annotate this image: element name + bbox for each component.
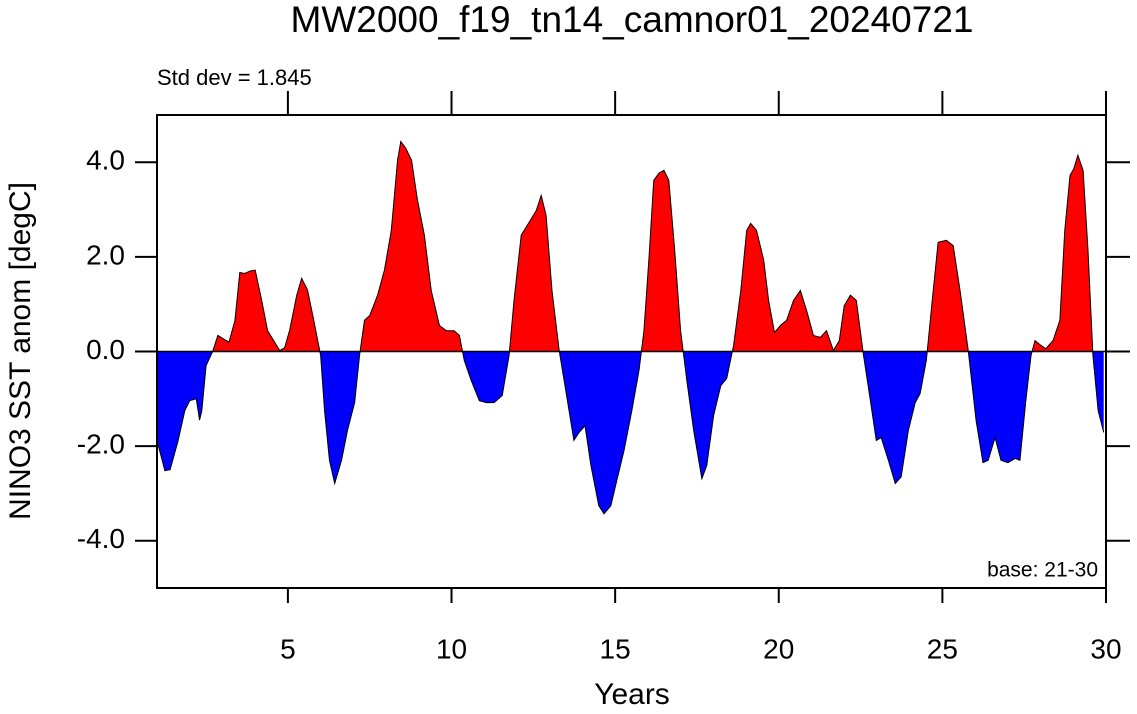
y-tick-label: 0.0 xyxy=(86,334,125,365)
x-tick-label: 5 xyxy=(280,633,296,664)
chart-title: MW2000_f19_tn14_camnor01_20240721 xyxy=(291,0,974,40)
x-tick-label: 10 xyxy=(436,633,467,664)
line xyxy=(156,140,1105,515)
annotation: base: 21-30 xyxy=(987,559,1098,582)
x-tick-label: 20 xyxy=(763,633,794,664)
x-tick-label: 25 xyxy=(927,633,958,664)
y-tick-label: -2.0 xyxy=(77,428,125,459)
x-tick-label: 15 xyxy=(600,633,631,664)
positive-area xyxy=(157,141,1104,352)
subtitle: Std dev = 1.845 xyxy=(157,65,312,90)
x-tick-label: 30 xyxy=(1090,633,1121,664)
y-axis-label: NINO3 SST anom [degC] xyxy=(4,182,37,520)
negative-area xyxy=(157,351,1104,514)
y-tick-label: 2.0 xyxy=(86,239,125,270)
y-tick-label: -4.0 xyxy=(77,523,125,554)
x-axis-label: Years xyxy=(594,678,670,711)
y-tick-label: 4.0 xyxy=(86,145,125,176)
